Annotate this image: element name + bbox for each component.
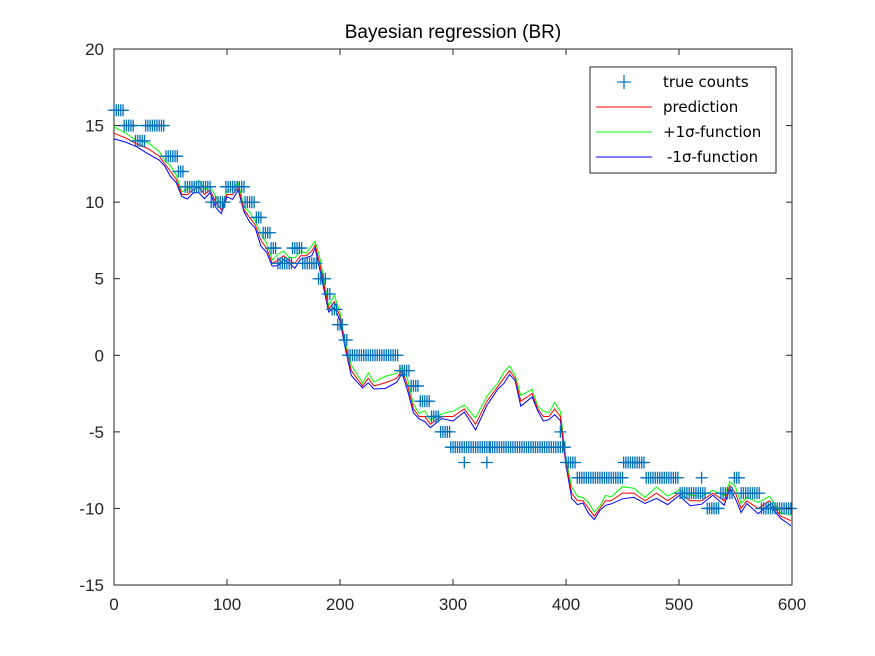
legend-item-plus-sigma: +1σ-function	[596, 123, 761, 141]
y-tick-label: 10	[85, 193, 104, 212]
x-tick-label: 200	[326, 595, 354, 614]
x-tick-label: 500	[665, 595, 693, 614]
legend-box	[589, 66, 777, 174]
y-tick-label: -5	[89, 423, 104, 442]
true-count-point	[616, 471, 629, 484]
true-count-point	[558, 441, 571, 454]
true-count-point	[157, 119, 170, 132]
true-count-point	[204, 180, 217, 193]
true-count-point	[432, 410, 445, 423]
x-tick-label: 400	[552, 595, 580, 614]
true-count-point	[269, 242, 282, 255]
legend-label-prediction: prediction	[663, 98, 738, 116]
true-count-point	[671, 471, 684, 484]
legend: true counts prediction +1σ-function -1σ-…	[589, 66, 777, 174]
true-count-point	[263, 226, 276, 239]
true-count-point	[127, 119, 140, 132]
true-count-point	[712, 502, 725, 515]
legend-item-true-counts: true counts	[617, 73, 749, 91]
true-count-point	[254, 211, 267, 224]
series-plus-sigma	[113, 126, 791, 516]
y-tick-label: 0	[95, 346, 104, 365]
true-count-point	[554, 425, 567, 438]
chart-title: Bayesian regression (BR)	[345, 22, 561, 43]
true-count-point	[171, 150, 184, 163]
y-tick-label: 20	[85, 40, 104, 59]
y-tick-label: 5	[95, 270, 104, 289]
true-count-point	[336, 318, 349, 331]
true-count-point	[569, 456, 582, 469]
true-count-point	[330, 303, 343, 316]
true-count-point	[237, 180, 250, 193]
x-axis: 0 100 200 300 400 500 600	[109, 49, 806, 614]
true-count-point	[698, 487, 711, 500]
legend-label-plus-sigma: +1σ-function	[663, 123, 761, 141]
y-tick-label: -15	[79, 576, 104, 595]
true-count-point	[138, 134, 151, 147]
true-count-point	[423, 395, 436, 408]
legend-item-prediction: prediction	[596, 98, 738, 116]
legend-label-minus-sigma: -1σ-function	[667, 148, 758, 166]
true-count-point	[285, 257, 298, 270]
x-tick-label: 600	[778, 595, 806, 614]
true-count-point	[732, 471, 745, 484]
true-count-point	[323, 288, 336, 301]
true-count-point	[443, 425, 456, 438]
true-count-point	[295, 242, 308, 255]
true-count-point	[310, 257, 323, 270]
y-axis: 20 15 10 5 0 -5 -10 -15	[79, 40, 792, 595]
true-count-point	[248, 196, 261, 209]
true-count-point	[637, 456, 650, 469]
x-tick-label: 300	[439, 595, 467, 614]
true-count-point	[319, 272, 332, 285]
true-count-point	[117, 104, 130, 117]
true-count-point	[411, 379, 424, 392]
true-count-point	[402, 364, 415, 377]
legend-item-minus-sigma: -1σ-function	[596, 148, 758, 166]
series-true-counts	[108, 104, 797, 515]
y-tick-label: 15	[85, 117, 104, 136]
y-tick-label: -10	[79, 499, 104, 518]
true-count-point	[458, 456, 471, 469]
true-count-point	[176, 165, 189, 178]
true-count-point	[480, 456, 493, 469]
true-count-point	[218, 196, 231, 209]
line-plus-sigma	[113, 126, 791, 516]
true-count-point	[340, 333, 353, 346]
true-count-point	[753, 487, 766, 500]
legend-label-true-counts: true counts	[663, 73, 749, 91]
x-tick-label: 0	[109, 595, 118, 614]
true-count-point	[695, 471, 708, 484]
x-tick-label: 100	[213, 595, 241, 614]
true-count-point	[391, 349, 404, 362]
